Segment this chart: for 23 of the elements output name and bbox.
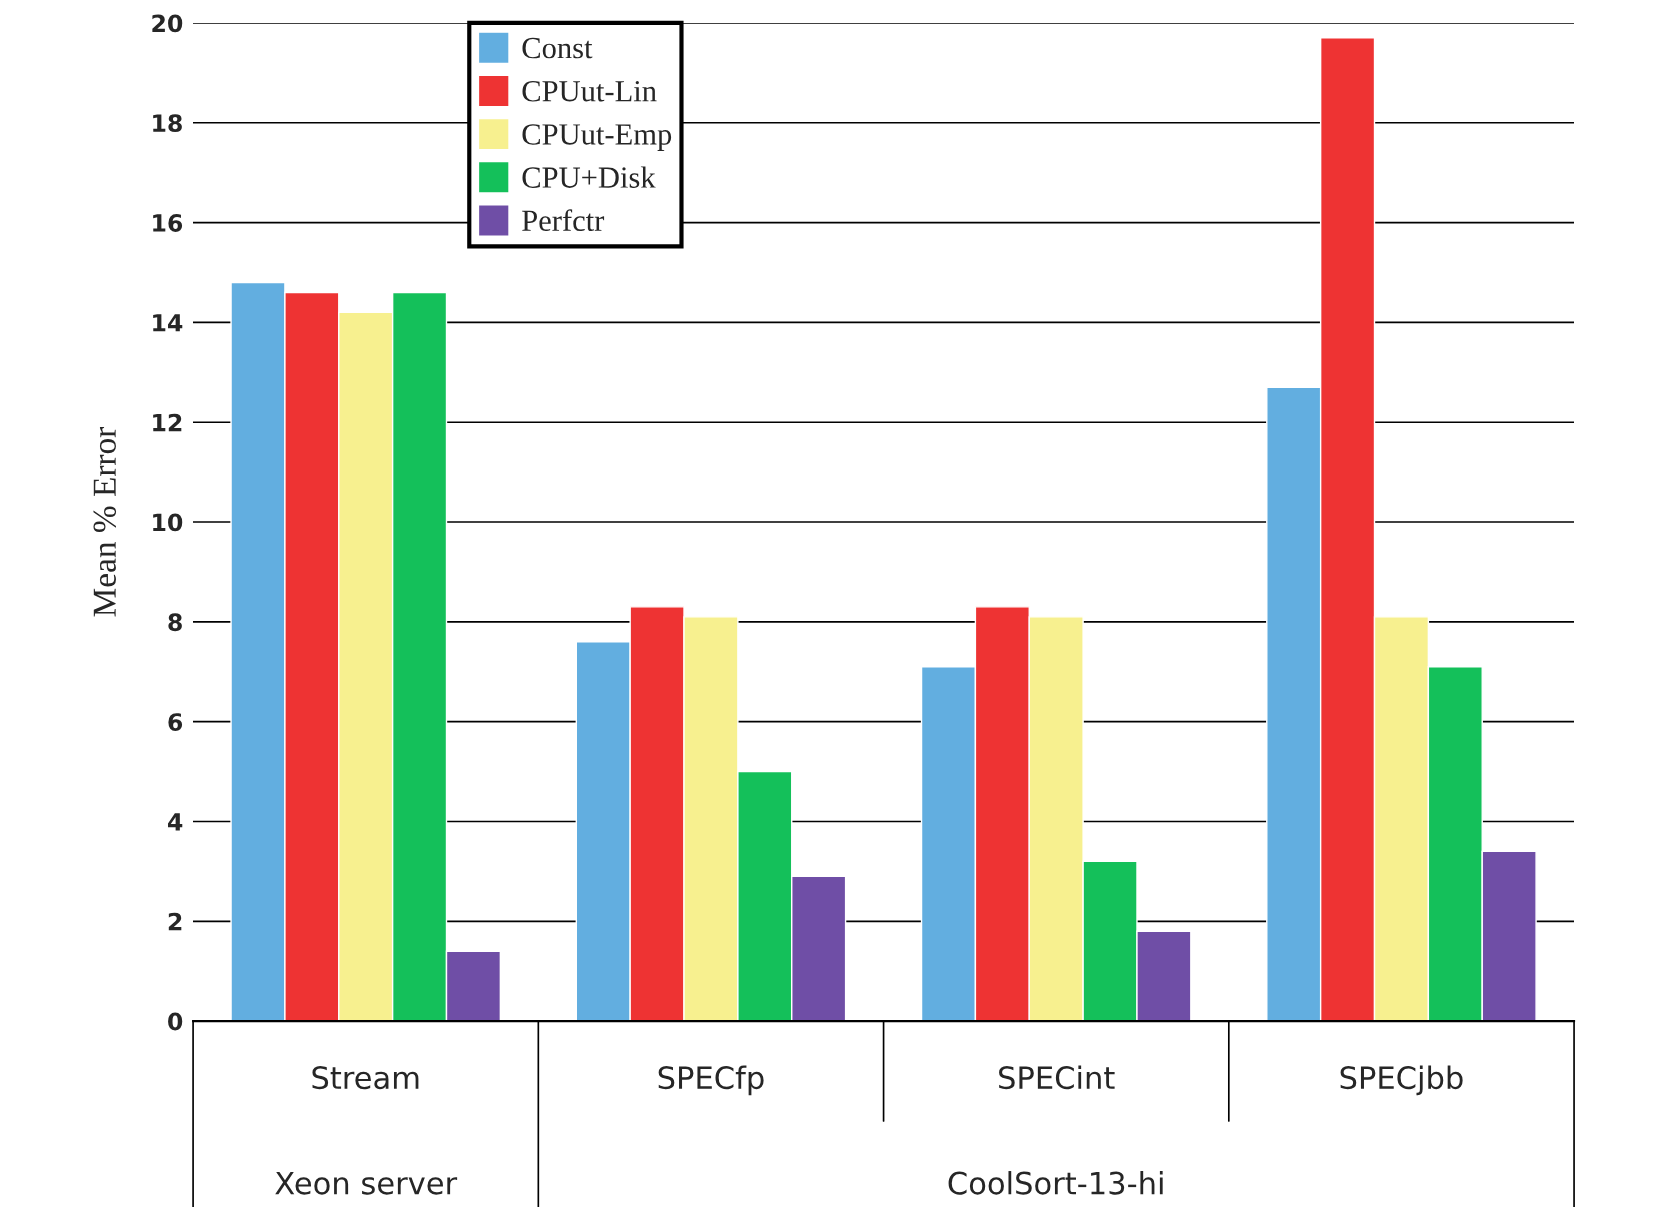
x-tick-label: SPECfp [658,1065,764,1096]
y-tick-label: 10 [153,513,183,532]
y-tick-label: 16 [153,214,183,232]
legend-label: Perfctr [522,209,605,232]
y-tick-label: 12 [153,413,182,432]
y-tick-label: 0 [168,1012,183,1031]
y-tick-label: 20 [152,14,183,33]
text: Xeon server [275,1171,458,1195]
text: CoolSort-13-hi [948,1171,1163,1195]
legend-label: Const [522,37,593,59]
legend-label: CPUut-Lin [522,81,657,102]
y-tick-label: 14 [153,314,183,332]
y-tick-label: 2 [168,912,182,931]
y-tick-label: 6 [168,713,183,731]
y-tick-label: 4 [168,813,183,831]
y-tick-label: 18 [153,114,182,133]
y-tick-label: 8 [168,613,182,632]
legend-label: CPUut-Emp [522,124,672,151]
y-axis-title: Mean % Error [93,426,117,617]
x-tick-label: SPECjbb [1340,1065,1463,1096]
x-tick-label: SPECint [999,1065,1115,1090]
legend-label: CPU+Disk [522,166,656,188]
x-tick-label: Stream [312,1066,419,1090]
